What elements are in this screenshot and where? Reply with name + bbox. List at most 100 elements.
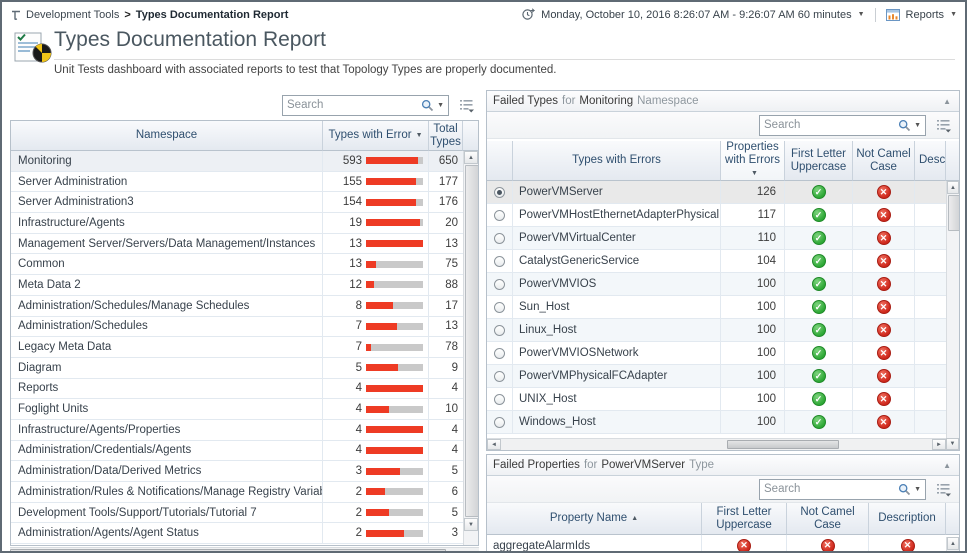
vertical-scrollbar[interactable]: ▲ (946, 181, 959, 438)
table-row[interactable]: PowerVMServer 126 ✓ ✕ (487, 181, 946, 204)
column-header-types-with-error[interactable]: Types with Error ▼ (323, 121, 429, 151)
column-header-properties-with-errors[interactable]: Properties with Errors ▼ (721, 141, 785, 181)
search-options-dropdown-icon[interactable]: ▼ (437, 101, 444, 109)
column-header-first-letter-uppercase[interactable]: First Letter Uppercase (785, 141, 853, 181)
properties-with-errors-value: 104 (721, 250, 785, 272)
table-row[interactable]: Foglight Units 4 10 (11, 399, 463, 420)
radio-button[interactable] (494, 370, 505, 382)
scrollbar-thumb[interactable] (465, 165, 478, 517)
scroll-right-button[interactable]: ► (932, 439, 946, 450)
types-with-error-cell: 7 (323, 316, 429, 337)
radio-button[interactable] (494, 255, 505, 267)
table-row[interactable]: Management Server/Servers/Data Managemen… (11, 233, 463, 255)
types-with-error-cell: 155 (323, 171, 429, 192)
scroll-down-button[interactable]: ▼ (946, 438, 959, 450)
table-row[interactable]: PowerVMVirtualCenter 110 ✓ ✕ (487, 227, 946, 250)
table-row[interactable]: Development Tools/Support/Tutorials/Tuto… (11, 502, 463, 524)
scroll-left-button[interactable]: ◄ (487, 439, 501, 450)
search-icon[interactable] (898, 483, 911, 496)
table-row[interactable]: PowerVMPhysicalFCAdapter 100 ✓ ✕ (487, 365, 946, 388)
column-header-total-types[interactable]: Total Types (429, 121, 463, 151)
column-header-not-camel-case[interactable]: Not Camel Case (853, 141, 915, 181)
table-customizer-icon[interactable] (457, 96, 477, 114)
table-row[interactable]: Administration/Credentials/Agents 4 4 (11, 440, 463, 462)
table-row[interactable]: Server Administration3 154 176 (11, 192, 463, 214)
reports-dropdown-icon[interactable]: ▼ (950, 11, 957, 18)
column-header-namespace[interactable]: Namespace (11, 121, 323, 151)
scroll-up-button[interactable]: ▲ (947, 181, 959, 194)
radio-button[interactable] (494, 416, 505, 428)
radio-button[interactable] (494, 278, 505, 290)
search-options-dropdown-icon[interactable]: ▼ (914, 121, 921, 129)
scroll-up-button[interactable]: ▲ (947, 537, 959, 550)
table-row[interactable]: PowerVMHostEthernetAdapterPhysicalPort 1… (487, 204, 946, 227)
collapse-panel-icon[interactable]: ▲ (943, 460, 951, 470)
table-row[interactable]: Sun_Host 100 ✓ ✕ (487, 296, 946, 319)
search-icon[interactable] (421, 99, 434, 112)
table-row[interactable]: PowerVMVIOS 100 ✓ ✕ (487, 273, 946, 296)
table-row[interactable]: Monitoring 593 650 (11, 151, 463, 172)
radio-button[interactable] (494, 232, 505, 244)
table-row[interactable]: Administration/Schedules/Manage Schedule… (11, 295, 463, 317)
breadcrumb-parent[interactable]: Development Tools (26, 8, 120, 21)
column-header-not-camel-case[interactable]: Not Camel Case (787, 503, 869, 535)
radio-button[interactable] (494, 393, 505, 405)
total-types-value: 20 (445, 216, 458, 229)
vertical-scrollbar[interactable]: ▲ (946, 537, 959, 551)
column-header-description[interactable]: Description (869, 503, 946, 535)
search-input[interactable] (760, 483, 895, 495)
table-customizer-icon[interactable] (934, 116, 954, 134)
scrollbar-thumb[interactable] (948, 195, 959, 231)
time-range-dropdown-icon[interactable]: ▼ (857, 11, 865, 18)
radio-button[interactable] (494, 209, 505, 221)
time-range-label[interactable]: Monday, October 10, 2016 8:26:07 AM - 9:… (541, 8, 852, 21)
table-row[interactable]: Infrastructure/Agents 19 20 (11, 213, 463, 234)
column-header-first-letter-uppercase[interactable]: First Letter Uppercase (702, 503, 787, 535)
column-header-description[interactable]: Description (915, 141, 946, 181)
table-row[interactable]: Windows_Host 100 ✓ ✕ (487, 411, 946, 434)
properties-with-errors-value: 110 (721, 227, 785, 249)
namespace-toolbar: ▼ (10, 92, 479, 118)
table-row[interactable]: Diagram 5 9 (11, 357, 463, 379)
scroll-down-button[interactable]: ▼ (464, 518, 478, 531)
table-row[interactable]: Administration/Agents/Agent Status 2 3 (11, 523, 463, 545)
vertical-scrollbar[interactable]: ▲ ▼ (463, 151, 478, 545)
scroll-up-button[interactable]: ▲ (464, 151, 478, 164)
search-input[interactable] (283, 99, 418, 111)
table-row[interactable]: Legacy Meta Data 7 78 (11, 337, 463, 358)
table-row[interactable]: Server Administration 155 177 (11, 171, 463, 193)
table-row[interactable]: Administration/Rules & Notifications/Man… (11, 482, 463, 503)
table-row[interactable]: Infrastructure/Agents/Properties 4 4 (11, 419, 463, 441)
column-header-property-name[interactable]: Property Name ▲ (487, 503, 702, 535)
radio-button[interactable] (494, 186, 505, 198)
search-icon[interactable] (898, 119, 911, 132)
horizontal-scrollbar[interactable] (10, 547, 479, 551)
namespace-cell: Server Administration (11, 171, 323, 192)
scrollbar-thumb[interactable] (10, 549, 447, 551)
table-row[interactable]: Administration/Schedules 7 13 (11, 316, 463, 338)
table-row[interactable]: Reports 4 4 (11, 378, 463, 400)
reports-menu-label[interactable]: Reports (905, 8, 945, 21)
radio-button[interactable] (494, 324, 505, 336)
collapse-panel-icon[interactable]: ▲ (943, 96, 951, 106)
table-row[interactable]: Common 13 75 (11, 254, 463, 276)
column-header-types-with-errors[interactable]: Types with Errors (513, 141, 721, 181)
table-row[interactable]: CatalystGenericService 104 ✓ ✕ (487, 250, 946, 273)
search-input[interactable] (760, 119, 895, 131)
fail-icon: ✕ (876, 415, 891, 429)
properties-with-errors-value: 100 (721, 296, 785, 318)
radio-button[interactable] (494, 301, 505, 313)
search-options-dropdown-icon[interactable]: ▼ (914, 485, 921, 493)
first-letter-uppercase-cell: ✓ (785, 204, 853, 226)
radio-button[interactable] (494, 347, 505, 359)
horizontal-scrollbar[interactable]: ◄ ► (487, 438, 946, 450)
table-row[interactable]: aggregateAlarmIds ✕ ✕ ✕ (487, 535, 946, 551)
table-row[interactable]: Administration/Data/Derived Metrics 3 5 (11, 461, 463, 482)
panel-title-main: Failed Types (493, 95, 558, 107)
table-row[interactable]: UNIX_Host 100 ✓ ✕ (487, 388, 946, 411)
scrollbar-thumb[interactable] (727, 440, 839, 449)
table-customizer-icon[interactable] (934, 480, 954, 498)
table-row[interactable]: Meta Data 2 12 88 (11, 275, 463, 296)
table-row[interactable]: PowerVMVIOSNetwork 100 ✓ ✕ (487, 342, 946, 365)
table-row[interactable]: Linux_Host 100 ✓ ✕ (487, 319, 946, 342)
